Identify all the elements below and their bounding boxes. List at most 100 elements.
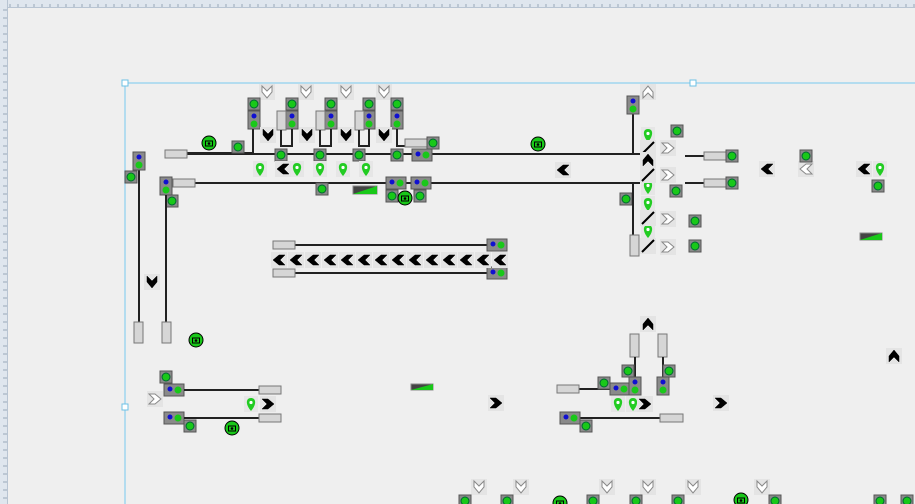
location-pin[interactable] <box>641 223 655 239</box>
lamp[interactable] <box>871 179 885 193</box>
location-pin[interactable] <box>641 127 655 143</box>
track-line[interactable] <box>280 129 293 147</box>
buffer-stop[interactable] <box>133 321 144 344</box>
chevron[interactable] <box>886 348 902 364</box>
signal[interactable] <box>628 376 642 396</box>
lamp[interactable] <box>413 189 427 203</box>
chevron[interactable] <box>441 252 457 268</box>
camera[interactable] <box>201 135 217 151</box>
lamp[interactable] <box>274 148 288 162</box>
buffer-stop[interactable] <box>272 240 296 250</box>
lamp[interactable] <box>315 182 329 196</box>
signal[interactable] <box>385 176 407 190</box>
chevron[interactable] <box>322 252 338 268</box>
switch[interactable] <box>640 210 656 226</box>
lamp[interactable] <box>597 376 611 390</box>
buffer-stop[interactable] <box>556 384 580 394</box>
location-pin[interactable] <box>253 161 267 177</box>
location-pin[interactable] <box>641 196 655 212</box>
chevron[interactable] <box>305 252 321 268</box>
lamp[interactable] <box>458 494 472 504</box>
chevron[interactable] <box>555 162 571 178</box>
lamp[interactable] <box>768 494 782 504</box>
lamp[interactable] <box>725 176 739 190</box>
lamp[interactable] <box>586 494 600 504</box>
signal[interactable] <box>163 383 185 397</box>
signal[interactable] <box>626 95 640 115</box>
lamp[interactable] <box>324 97 338 111</box>
buffer-stop[interactable] <box>276 110 287 131</box>
chevron[interactable] <box>759 161 775 177</box>
lamp[interactable] <box>362 97 376 111</box>
chevron[interactable] <box>640 316 656 332</box>
camera[interactable] <box>530 136 546 152</box>
buffer-stop[interactable] <box>629 333 640 358</box>
chevron[interactable] <box>640 479 656 495</box>
lamp[interactable] <box>669 184 683 198</box>
signal[interactable] <box>559 411 581 425</box>
lamp[interactable] <box>671 494 685 504</box>
buffer-stop[interactable] <box>354 110 365 131</box>
lamp[interactable] <box>385 189 399 203</box>
chevron[interactable] <box>373 252 389 268</box>
chevron[interactable] <box>458 252 474 268</box>
chevron[interactable] <box>407 252 423 268</box>
chevron[interactable] <box>424 252 440 268</box>
track-line[interactable] <box>319 129 332 147</box>
chevron[interactable] <box>144 274 160 290</box>
lamp[interactable] <box>390 97 404 111</box>
buffer-stop[interactable] <box>404 138 428 148</box>
location-pin[interactable] <box>244 396 258 412</box>
buffer-stop[interactable] <box>272 268 296 278</box>
location-pin[interactable] <box>290 161 304 177</box>
lamp[interactable] <box>579 419 593 433</box>
track-line[interactable] <box>187 129 254 154</box>
chevron[interactable] <box>338 127 354 143</box>
chevron[interactable] <box>259 84 275 100</box>
chevron[interactable] <box>685 479 701 495</box>
chevron[interactable] <box>260 127 276 143</box>
location-pin[interactable] <box>873 161 887 177</box>
location-pin[interactable] <box>626 396 640 412</box>
track-line[interactable] <box>396 129 405 147</box>
chevron[interactable] <box>475 252 491 268</box>
ramp[interactable] <box>410 383 434 391</box>
lamp[interactable] <box>247 97 261 111</box>
lamp[interactable] <box>688 239 702 253</box>
camera[interactable] <box>733 492 749 504</box>
buffer-stop[interactable] <box>703 178 728 188</box>
lamp[interactable] <box>313 148 327 162</box>
resize-handle[interactable] <box>121 79 129 87</box>
chevron[interactable] <box>356 252 372 268</box>
chevron[interactable] <box>339 252 355 268</box>
signal[interactable] <box>486 266 508 280</box>
chevron[interactable] <box>271 252 287 268</box>
chevron[interactable] <box>147 391 163 407</box>
lamp[interactable] <box>621 364 635 378</box>
signal[interactable] <box>132 151 146 171</box>
signal[interactable] <box>324 110 338 130</box>
chevron[interactable] <box>471 479 487 495</box>
chevron[interactable] <box>660 239 676 255</box>
resize-handle[interactable] <box>121 403 129 411</box>
lamp[interactable] <box>285 97 299 111</box>
chevron[interactable] <box>637 396 653 412</box>
track-line[interactable] <box>358 129 370 147</box>
lamp[interactable] <box>500 494 514 504</box>
signal[interactable] <box>486 238 508 252</box>
lamp[interactable] <box>900 494 914 504</box>
chevron[interactable] <box>599 479 615 495</box>
signal[interactable] <box>362 110 376 130</box>
chevron[interactable] <box>856 161 872 177</box>
buffer-stop[interactable] <box>703 151 728 161</box>
signal[interactable] <box>609 382 631 396</box>
buffer-stop[interactable] <box>172 178 196 188</box>
ramp[interactable] <box>859 232 883 241</box>
chevron[interactable] <box>390 252 406 268</box>
chevron[interactable] <box>798 161 814 177</box>
lamp[interactable] <box>390 148 404 162</box>
signal[interactable] <box>656 376 670 396</box>
lamp[interactable] <box>873 494 887 504</box>
lamp[interactable] <box>231 140 245 154</box>
